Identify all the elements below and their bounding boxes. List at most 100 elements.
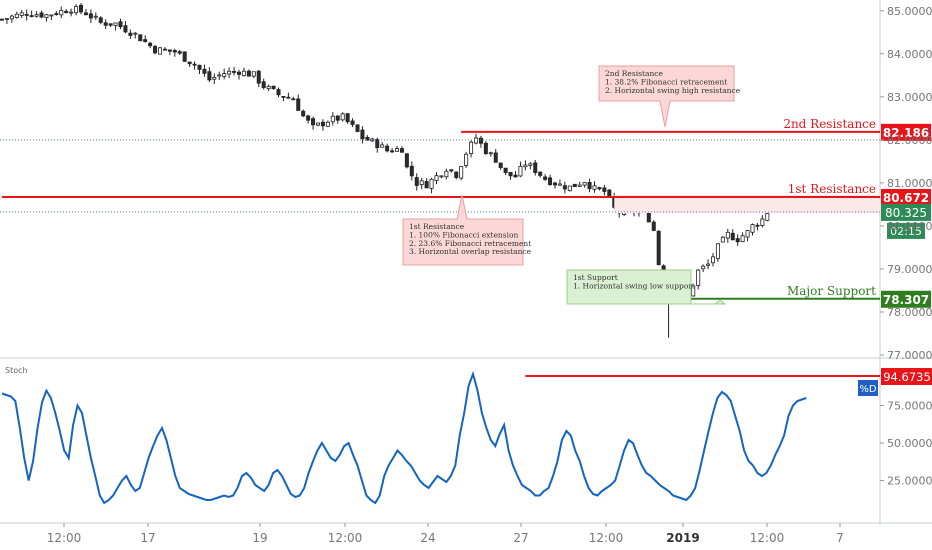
candle-body [311, 118, 316, 126]
res1-box-line-1: 1. 100% Fibonacci extension [409, 230, 518, 239]
candle-body [222, 73, 227, 77]
time-tick-label: 27 [513, 531, 528, 545]
candle-body [172, 50, 177, 53]
sup1-box-callout [566, 269, 727, 305]
candle-body [24, 14, 29, 16]
candle-body [271, 85, 276, 90]
candle-body [251, 71, 256, 77]
candle-body [246, 70, 251, 77]
candle-body [651, 221, 656, 231]
candle-body [286, 96, 291, 99]
candle-body [543, 176, 548, 180]
candle-body [518, 165, 523, 177]
candle-body [567, 185, 572, 192]
res2-box-line-0: 2nd Resistance [605, 69, 663, 78]
candle-body [760, 218, 765, 226]
candle-body [656, 230, 661, 266]
support-price-tag [881, 290, 931, 308]
candle-body [236, 71, 241, 75]
price-tick-label: 83.0000 [887, 91, 932, 104]
candle-body [706, 263, 711, 266]
candle-body [241, 70, 246, 77]
candle-body [345, 113, 350, 123]
candle-body [715, 243, 720, 259]
time-tick-label: 19 [252, 531, 267, 545]
price-axes: 82.186 80.672 78.307 80.325 02:15 77.0000 78.0… [47, 5, 932, 545]
candle-body [572, 183, 577, 188]
countdown-tag [887, 222, 925, 239]
res1-price-tag-text: 80.672 [883, 191, 929, 205]
candle-body [153, 45, 158, 54]
candle-body [19, 12, 24, 16]
res1-price-tag [881, 188, 931, 206]
candle-body [79, 4, 84, 13]
price-tick-label: 84.0000 [887, 48, 932, 61]
candle-body [478, 137, 483, 144]
candle-body [330, 115, 335, 123]
res1-box-line-3: 3. Horizontal overlap resistance [409, 247, 532, 256]
candle-body [498, 162, 503, 168]
candle-body [750, 224, 755, 233]
candle-body [14, 13, 19, 18]
res1-box-callout [402, 194, 524, 266]
res2-box-line-1: 1. 38.2% Fibonacci retracement [605, 77, 727, 86]
candle-body [177, 51, 182, 54]
stoch-label: Stoch [5, 366, 28, 375]
candle-body [730, 232, 735, 241]
candle-body [9, 15, 14, 20]
candle-body [217, 74, 222, 77]
candle-body [394, 148, 399, 152]
candle-body [735, 238, 740, 243]
price-tick-label: 81.0000 [887, 177, 932, 190]
time-tick-label: 17 [140, 531, 155, 545]
candle-body [701, 265, 706, 270]
candle-body [360, 129, 365, 140]
candle-body [128, 32, 133, 36]
stoch-level-tag [881, 367, 932, 385]
res2-box-callout [598, 65, 735, 128]
candle-body [88, 13, 93, 19]
candle-body [148, 42, 153, 47]
candle-body [587, 182, 592, 190]
candle-body [301, 110, 306, 117]
candle-body [256, 70, 261, 84]
candle-body [197, 64, 202, 70]
candle-body [325, 121, 330, 127]
candle-body [29, 15, 34, 18]
candle-body [429, 178, 434, 189]
candle-body [266, 85, 271, 90]
candle-body [528, 163, 533, 166]
candle-body [720, 236, 725, 243]
candle-body [157, 47, 162, 55]
candle-body [74, 6, 79, 14]
res2-box-line-2: 2. Horizontal swing high resistance [605, 86, 741, 95]
candle-body [69, 11, 74, 14]
candle-body [212, 77, 217, 80]
stochastic-series: Stoch [1, 366, 880, 505]
candle-body [538, 171, 543, 176]
candle-body [597, 187, 602, 190]
d-badge-text: %D [859, 384, 877, 395]
candle-body [459, 166, 464, 179]
candle-body [696, 269, 701, 286]
candle-body [375, 139, 380, 149]
candle-body [582, 182, 587, 186]
price-tick-label: 80.0000 [887, 220, 932, 233]
candle-body [34, 14, 39, 17]
candle-body [493, 152, 498, 163]
candle-body [533, 162, 538, 173]
candle-body [54, 13, 59, 15]
candle-body [49, 14, 54, 17]
stoch-tick-label: 75.0000 [887, 400, 932, 413]
candle-body [602, 187, 607, 192]
price-tick-label: 79.0000 [887, 263, 932, 276]
candle-body [444, 170, 449, 178]
candle-body [745, 230, 750, 238]
candle-body [740, 235, 745, 243]
resistance-zone [614, 194, 880, 213]
candle-body [113, 22, 118, 26]
candle-body [202, 68, 207, 74]
time-tick-label: 12:00 [750, 531, 785, 545]
